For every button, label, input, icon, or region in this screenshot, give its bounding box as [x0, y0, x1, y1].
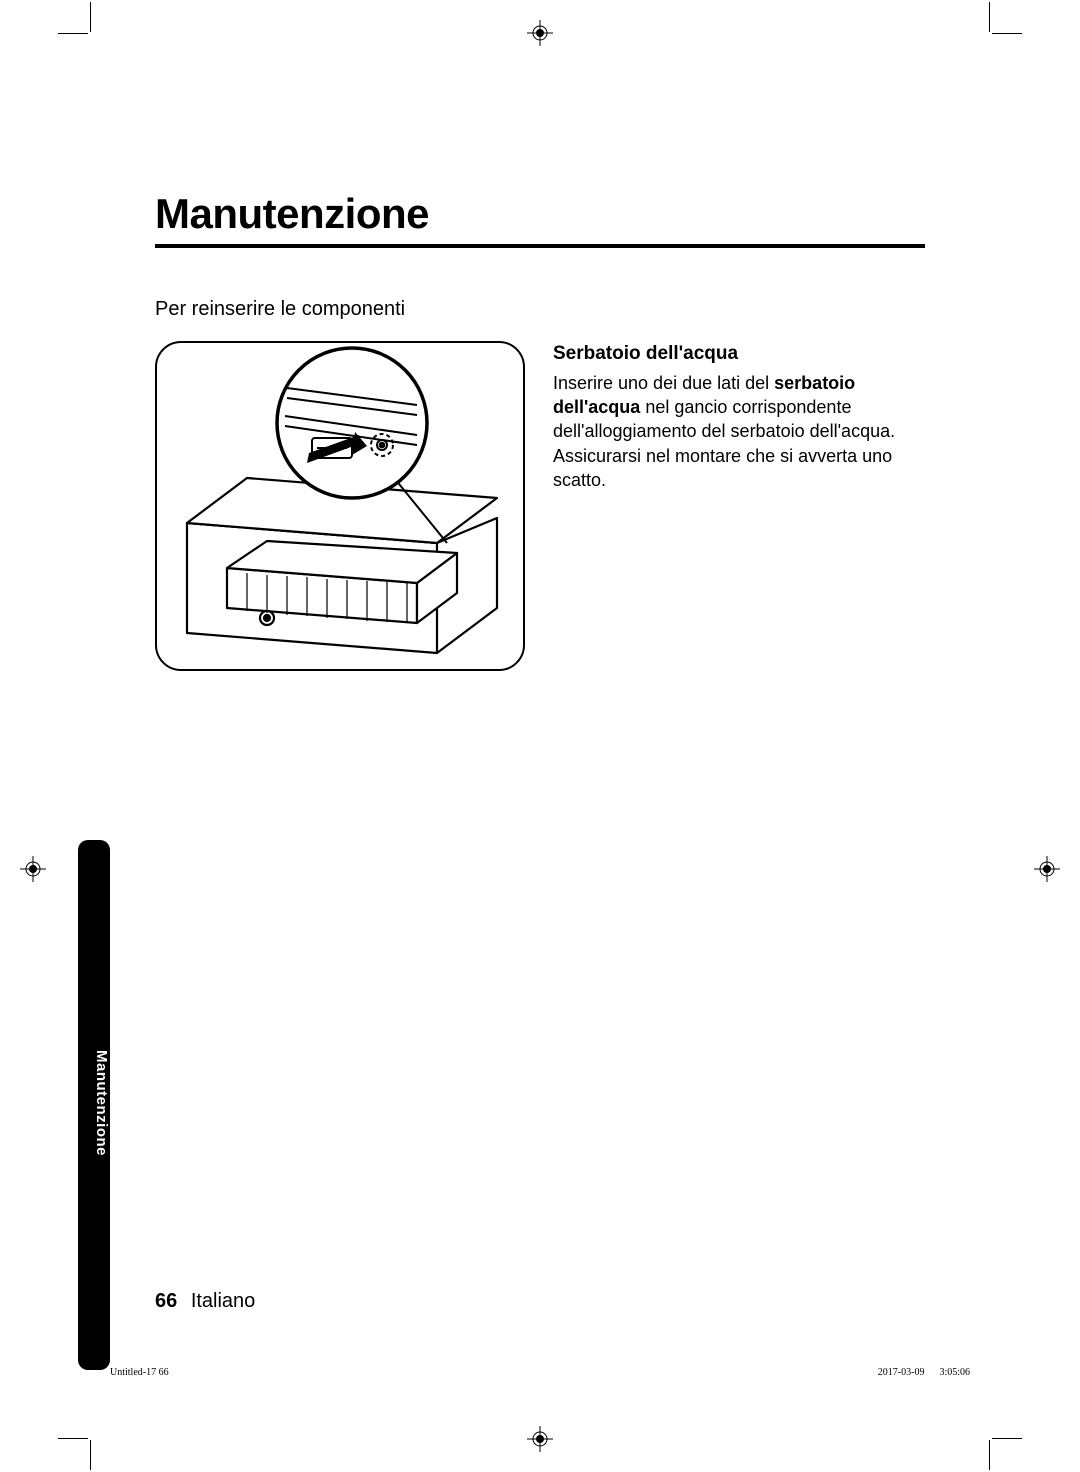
- footer-language: Italiano: [191, 1290, 256, 1312]
- meta-left: Untitled-17 66: [110, 1367, 169, 1378]
- page-title: Manutenzione: [155, 190, 925, 248]
- registration-mark-icon: [527, 20, 553, 46]
- section-body: Inserire uno dei due lati del serbatoio …: [553, 371, 925, 492]
- section-heading: Serbatoio dell'acqua: [553, 341, 925, 367]
- page-number: 66: [155, 1290, 177, 1312]
- registration-mark-icon: [527, 1426, 553, 1452]
- section-text: Serbatoio dell'acqua Inserire uno dei du…: [553, 341, 925, 671]
- side-tab-label: Manutenzione: [78, 1050, 110, 1156]
- footer: 66 Italiano: [155, 1290, 255, 1313]
- meta-right: 2017-03-09 3:05:06: [878, 1367, 970, 1378]
- water-tank-illustration: [155, 341, 525, 671]
- registration-mark-icon: [1034, 856, 1060, 882]
- section-subtitle: Per reinserire le componenti: [155, 298, 925, 321]
- registration-mark-icon: [20, 856, 46, 882]
- page-content: Manutenzione Per reinserire le component…: [155, 190, 925, 671]
